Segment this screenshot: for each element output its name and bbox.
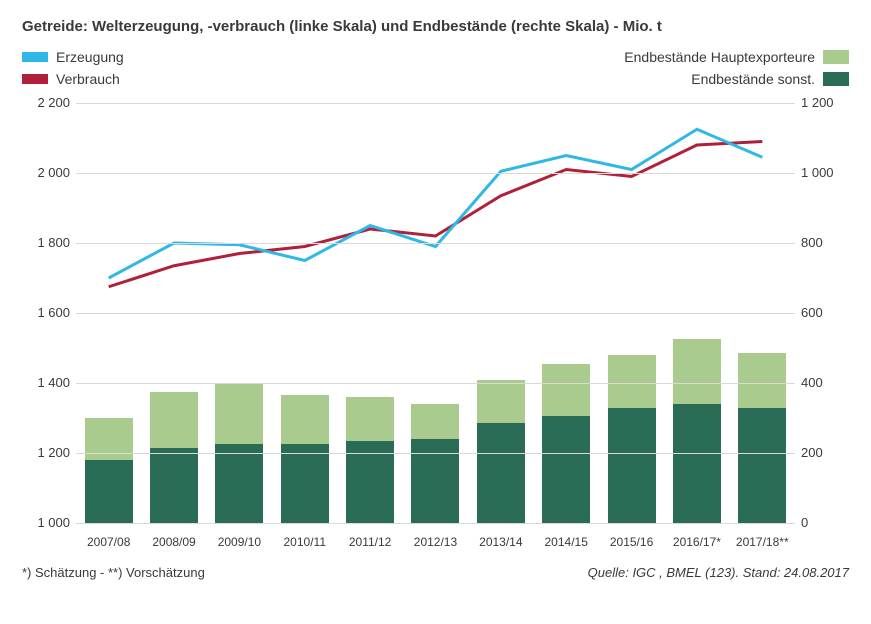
footnote-left: *) Schätzung - **) Vorschätzung (22, 565, 205, 580)
gridline (76, 173, 795, 174)
x-tick-label: 2016/17* (664, 535, 729, 549)
gridline (76, 313, 795, 314)
gridline (76, 383, 795, 384)
y-right-tick: 1 200 (801, 95, 849, 110)
x-tick-label: 2013/14 (468, 535, 533, 549)
legend-item-verbrauch: Verbrauch (22, 71, 124, 87)
y-left-tick: 1 200 (22, 445, 70, 460)
x-tick-label: 2009/10 (207, 535, 272, 549)
x-tick-label: 2007/08 (76, 535, 141, 549)
swatch-endb-sonst (823, 72, 849, 86)
legend-label: Verbrauch (56, 71, 120, 87)
legend: Erzeugung Verbrauch Endbestände Hauptexp… (22, 49, 849, 87)
x-axis-labels: 2007/082008/092009/102010/112011/122012/… (76, 535, 795, 549)
chart-area: 1 000 1 200 1 400 1 600 1 800 2 000 2 200 0 200… (22, 93, 849, 553)
line-erzeugung (109, 129, 763, 278)
y-right-tick: 400 (801, 375, 849, 390)
swatch-erzeugung (22, 52, 48, 62)
y-left-tick: 1 400 (22, 375, 70, 390)
legend-item-endb-sonst: Endbestände sonst. (691, 71, 849, 87)
legend-label: Endbestände sonst. (691, 71, 815, 87)
x-tick-label: 2011/12 (337, 535, 402, 549)
x-tick-label: 2012/13 (403, 535, 468, 549)
gridline (76, 103, 795, 104)
legend-item-erzeugung: Erzeugung (22, 49, 124, 65)
line-verbrauch (109, 142, 763, 287)
y-right-tick: 1 000 (801, 165, 849, 180)
y-left-tick: 2 200 (22, 95, 70, 110)
chart-title: Getreide: Welterzeugung, -verbrauch (lin… (22, 18, 849, 35)
x-tick-label: 2014/15 (534, 535, 599, 549)
swatch-verbrauch (22, 74, 48, 84)
swatch-endb-haupt (823, 50, 849, 64)
legend-item-endb-haupt: Endbestände Hauptexporteure (624, 49, 849, 65)
y-left-tick: 1 000 (22, 515, 70, 530)
legend-label: Erzeugung (56, 49, 124, 65)
y-right-tick: 800 (801, 235, 849, 250)
y-right-tick: 600 (801, 305, 849, 320)
y-left-tick: 2 000 (22, 165, 70, 180)
footer: *) Schätzung - **) Vorschätzung Quelle: … (22, 565, 849, 580)
x-tick-label: 2008/09 (141, 535, 206, 549)
footnote-source: Quelle: IGC , BMEL (123). Stand: 24.08.2… (588, 565, 849, 580)
y-right-tick: 0 (801, 515, 849, 530)
y-left-tick: 1 800 (22, 235, 70, 250)
x-tick-label: 2017/18** (730, 535, 795, 549)
gridline (76, 243, 795, 244)
legend-label: Endbestände Hauptexporteure (624, 49, 815, 65)
y-left-tick: 1 600 (22, 305, 70, 320)
gridline (76, 453, 795, 454)
x-tick-label: 2015/16 (599, 535, 664, 549)
gridline (76, 523, 795, 524)
y-right-tick: 200 (801, 445, 849, 460)
x-tick-label: 2010/11 (272, 535, 337, 549)
